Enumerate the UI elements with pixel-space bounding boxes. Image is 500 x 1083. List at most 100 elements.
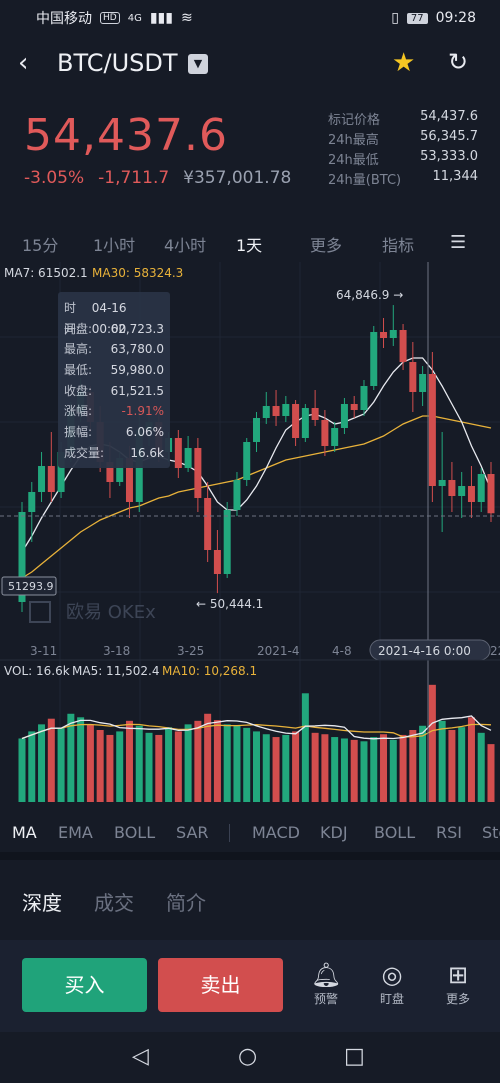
chart-settings-icon[interactable]: ☰ bbox=[450, 232, 467, 253]
star-icon[interactable]: ★ bbox=[392, 48, 416, 78]
low-price-label: ← 50,444.1 bbox=[196, 597, 263, 611]
tooltip-row: 涨幅: -1.91% bbox=[64, 404, 164, 419]
nav-home-icon[interactable]: ○ bbox=[238, 1044, 258, 1069]
tooltip-row: 成交量: 16.6k bbox=[64, 445, 164, 460]
volume-bar bbox=[243, 727, 251, 802]
indicator-ema[interactable]: EMA bbox=[58, 823, 93, 842]
x-axis-labels: 3-11 3-18 3-25 2021-4 4-8 2021-4-16 0:00… bbox=[30, 639, 500, 661]
candle-body bbox=[204, 498, 212, 550]
candle-body bbox=[360, 386, 368, 410]
indicator-sar[interactable]: SAR bbox=[176, 823, 209, 842]
x-tick-label: 3-18 bbox=[103, 644, 130, 658]
candle-body bbox=[194, 448, 202, 498]
tab-depth[interactable]: 深度 bbox=[22, 891, 62, 915]
volume-bar bbox=[428, 684, 436, 802]
volume-bar bbox=[57, 727, 65, 802]
volume-bar bbox=[282, 734, 290, 802]
tab-1d[interactable]: 1天 bbox=[236, 236, 263, 255]
alert-button[interactable]: 🔔︎ 预警 bbox=[296, 960, 356, 1007]
indicator-boll[interactable]: BOLL bbox=[114, 823, 156, 842]
tab-1h[interactable]: 1小时 bbox=[93, 236, 136, 255]
left-price-label: 51293.9 bbox=[8, 580, 54, 593]
candle-body bbox=[419, 374, 427, 392]
indicator-tabs: MA EMA BOLL SAR MACD KDJ BOLL RSI StochR… bbox=[0, 820, 500, 846]
candle-body bbox=[106, 462, 114, 482]
clock: 09:28 bbox=[435, 10, 476, 26]
grid-icon: ⊞ bbox=[447, 961, 469, 989]
volume-bar bbox=[311, 732, 319, 802]
candle-body bbox=[38, 466, 46, 492]
candle-body bbox=[331, 428, 339, 446]
volume-bar bbox=[204, 713, 212, 802]
tab-trades[interactable]: 成交 bbox=[94, 891, 134, 915]
more-button[interactable]: ⊞ 更多 bbox=[428, 960, 488, 1007]
pair-title[interactable]: BTC/USDT bbox=[57, 49, 178, 77]
tab-15m[interactable]: 15分 bbox=[22, 236, 59, 255]
volume-bar bbox=[106, 734, 114, 802]
candle-body bbox=[282, 404, 290, 416]
candle-body bbox=[28, 492, 36, 512]
buy-button[interactable]: 买入 bbox=[22, 958, 147, 1012]
bottom-action-bar: 买入 卖出 🔔︎ 预警 ◎ 盯盘 ⊞ 更多 bbox=[0, 940, 500, 1032]
nav-recents-icon[interactable]: □ bbox=[344, 1044, 365, 1069]
x-tick-label: 3-25 bbox=[177, 644, 204, 658]
tooltip-row: 振幅: 6.06% bbox=[64, 425, 164, 440]
volume-bar bbox=[223, 724, 231, 802]
stats-panel: 标记价格 54,437.6 24h最高 56,345.7 24h最低 53,333.0… bbox=[328, 109, 478, 189]
pulse-icon: ◎ bbox=[381, 961, 403, 989]
more-label: 更多 bbox=[445, 992, 470, 1006]
indicator-macd[interactable]: MACD bbox=[252, 823, 300, 842]
refresh-icon[interactable]: ↻ bbox=[448, 48, 469, 76]
tab-info[interactable]: 简介 bbox=[166, 891, 206, 915]
volume-bar bbox=[272, 737, 280, 802]
sell-button[interactable]: 卖出 bbox=[158, 958, 283, 1012]
candle-body bbox=[477, 474, 485, 502]
change-amount: -1,711.7 bbox=[98, 168, 170, 188]
candle-body bbox=[399, 330, 407, 362]
ma30-polyline bbox=[21, 415, 492, 579]
volume-bar bbox=[28, 731, 36, 802]
volume-bar bbox=[350, 739, 358, 802]
timeframe-tabs: 15分 1小时 4小时 1天 更多 指标 ☰ bbox=[0, 230, 500, 256]
section-divider bbox=[0, 852, 500, 860]
system-nav-bar: ◁ ○ □ bbox=[0, 1032, 500, 1083]
candle-body bbox=[340, 404, 348, 428]
price-change-line: -3.05% -1,711.7 ¥357,001.78 bbox=[24, 168, 291, 188]
pair-dropdown-icon[interactable]: ▼ bbox=[188, 54, 208, 74]
volume-bar bbox=[47, 718, 55, 802]
candle-body bbox=[223, 510, 231, 574]
indicator-kdj[interactable]: KDJ bbox=[320, 823, 348, 842]
status-bar: 中国移动 HD 4G ▮▮▮ ≋ ▯ 77 09:28 bbox=[0, 0, 500, 36]
indicator-stochrsi[interactable]: StochRSI bbox=[482, 823, 500, 842]
candle-body bbox=[487, 474, 495, 514]
candle-body bbox=[438, 480, 446, 486]
candle-body bbox=[448, 480, 456, 496]
change-percent: -3.05% bbox=[24, 168, 85, 188]
nav-back-icon[interactable]: ◁ bbox=[132, 1044, 149, 1069]
volume-bars bbox=[18, 684, 495, 802]
tab-4h[interactable]: 4小时 bbox=[164, 236, 207, 255]
ma30-line bbox=[21, 415, 492, 579]
watch-button[interactable]: ◎ 盯盘 bbox=[362, 960, 422, 1007]
high-price-label: 64,846.9 → bbox=[336, 288, 403, 302]
back-icon[interactable]: ‹ bbox=[18, 48, 29, 78]
volume-bar bbox=[194, 720, 202, 802]
indicator-rsi[interactable]: RSI bbox=[436, 823, 462, 842]
tab-indicators[interactable]: 指标 bbox=[382, 236, 415, 255]
volume-bar bbox=[458, 727, 466, 802]
indicator-boll-sub[interactable]: BOLL bbox=[374, 823, 416, 842]
alert-label: 预警 bbox=[313, 992, 338, 1006]
crosshair-date-label: 2021-4-16 0:00 bbox=[378, 644, 471, 658]
candle-body bbox=[243, 442, 251, 480]
candle-body bbox=[253, 418, 260, 442]
volume-bar bbox=[86, 724, 94, 802]
candle-body bbox=[428, 374, 436, 486]
candle-body bbox=[272, 406, 280, 416]
crosshair-tooltip: 时间: 04-16 00:00 开盘: 62,723.3 最高: 63,780.0 最… bbox=[58, 292, 170, 468]
indicator-ma[interactable]: MA bbox=[12, 823, 37, 842]
stat-row: 24h最高 56,345.7 bbox=[328, 129, 478, 148]
tooltip-row: 最高: 63,780.0 bbox=[64, 342, 164, 357]
tab-more[interactable]: 更多 bbox=[310, 236, 343, 255]
volume-bar bbox=[67, 713, 75, 802]
x-tick-label: 2021-4 bbox=[257, 644, 300, 658]
